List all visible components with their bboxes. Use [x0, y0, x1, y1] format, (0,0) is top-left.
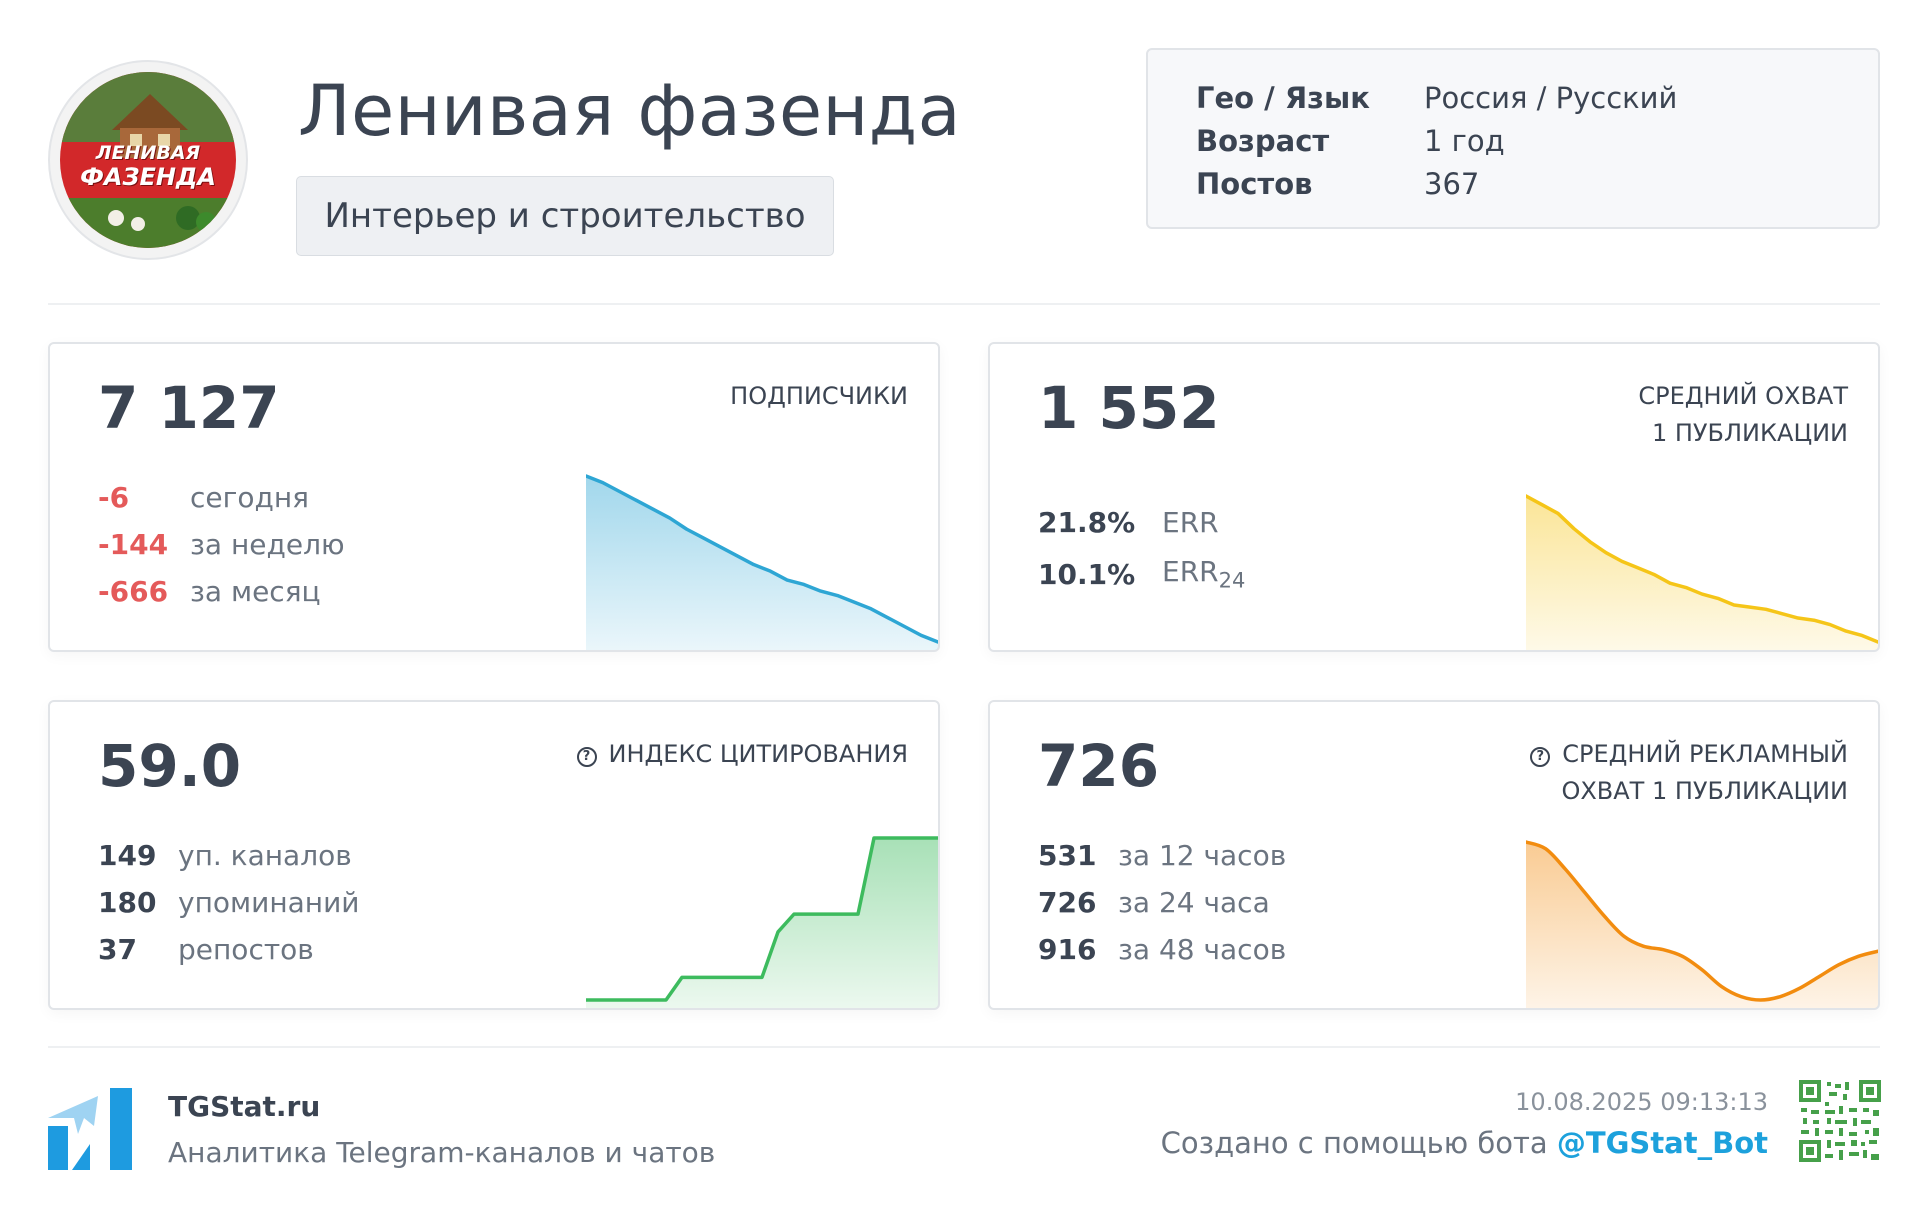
avatar-text-line1: ЛЕНИВАЯ	[95, 142, 201, 164]
help-icon[interactable]: ?	[576, 747, 597, 767]
citation-stat-label: уп. каналов	[178, 839, 352, 872]
ad-reach-stat-label: за 24 часа	[1118, 886, 1270, 919]
err24-value: 10.1%	[1038, 557, 1136, 591]
info-key: Возраст	[1196, 123, 1330, 158]
help-icon[interactable]: ?	[1530, 747, 1551, 767]
channel-title: Ленивая фазенда	[298, 70, 962, 152]
err24-label-text: ERR	[1162, 555, 1219, 589]
citation-row: 180 упоминаний	[98, 879, 360, 926]
citation-label-text: ИНДЕКС ЦИТИРОВАНИЯ	[608, 740, 908, 768]
brand-name[interactable]: TGStat.ru	[168, 1090, 321, 1123]
report-timestamp: 10.08.2025 09:13:13	[1515, 1088, 1768, 1116]
citation-row: 37 репостов	[98, 926, 360, 973]
ad-reach-stat-value: 726	[1038, 886, 1097, 919]
citation-stat-label: репостов	[178, 933, 314, 966]
info-key: Гео / Язык	[1196, 80, 1370, 115]
subscribers-chart	[586, 474, 938, 650]
reach-label-line1: СРЕДНИЙ ОХВАТ	[1638, 382, 1848, 410]
channel-info-box: Гео / Язык Россия / Русский Возраст 1 го…	[1146, 48, 1880, 229]
err24-label: ERR24	[1162, 555, 1245, 593]
info-row-posts: Постов 367	[1196, 162, 1878, 205]
reach-label: СРЕДНИЙ ОХВАТ 1 ПУБЛИКАЦИИ	[1638, 378, 1848, 452]
citation-stat-value: 37	[98, 933, 137, 966]
reach-card[interactable]: 1 552 СРЕДНИЙ ОХВАТ 1 ПУБЛИКАЦИИ 21.8% E…	[988, 342, 1880, 652]
ad-reach-stat-label: за 12 часов	[1118, 839, 1287, 872]
reach-label-line2: 1 ПУБЛИКАЦИИ	[1651, 419, 1848, 447]
change-period: за неделю	[190, 528, 345, 561]
ad-reach-stat-label: за 48 часов	[1118, 933, 1287, 966]
ad-reach-chart	[1526, 840, 1878, 1008]
ad-reach-label-line2: ОХВАТ 1 ПУБЛИКАЦИИ	[1561, 777, 1848, 805]
change-period: сегодня	[190, 481, 309, 514]
chart-area	[586, 476, 938, 650]
ad-reach-row: 916 за 48 часов	[1038, 926, 1286, 973]
footer-divider	[48, 1046, 1880, 1048]
chart-line	[1526, 840, 1878, 1002]
channel-avatar: ЛЕНИВАЯ ФАЗЕНДА	[48, 60, 248, 260]
tgstat-logo-icon[interactable]	[48, 1088, 132, 1170]
subscribers-changes: -6 сегодня -144 за неделю -666 за месяц	[98, 474, 345, 615]
change-period: за месяц	[190, 575, 321, 608]
reach-count: 1 552	[1038, 374, 1220, 442]
citation-stat-value: 149	[98, 839, 157, 872]
subscribers-card[interactable]: 7 127 ПОДПИСЧИКИ -6 сегодня -144 за неде…	[48, 342, 940, 652]
bot-link[interactable]: @TGStat_Bot	[1556, 1126, 1768, 1160]
change-value: -6	[98, 481, 130, 514]
err-label: ERR	[1162, 505, 1219, 539]
info-key: Постов	[1196, 166, 1313, 201]
citation-card[interactable]: 59.0 ? ИНДЕКС ЦИТИРОВАНИЯ 149 уп. каналов…	[48, 700, 940, 1010]
ad-reach-card[interactable]: 726 ? СРЕДНИЙ РЕКЛАМНЫЙ ОХВАТ 1 ПУБЛИКАЦИ…	[988, 700, 1880, 1010]
chart-area	[1526, 496, 1878, 650]
chart-line	[586, 474, 938, 644]
category-badge[interactable]: Интерьер и строительство	[296, 176, 834, 256]
ad-reach-stat-value: 916	[1038, 933, 1097, 966]
ad-reach-row: 726 за 24 часа	[1038, 879, 1286, 926]
err-value: 21.8%	[1038, 505, 1136, 539]
change-value: -144	[98, 528, 169, 561]
citation-chart	[586, 836, 938, 1008]
citation-index: 59.0	[98, 732, 242, 800]
info-value: Россия / Русский	[1424, 80, 1678, 115]
citation-stats: 149 уп. каналов 180 упоминаний 37 репост…	[98, 832, 360, 973]
subscribers-count: 7 127	[98, 374, 280, 442]
avatar-text-line2: ФАЗЕНДА	[80, 163, 216, 191]
info-value: 1 год	[1424, 123, 1505, 158]
brand-tagline: Аналитика Telegram-каналов и чатов	[168, 1136, 716, 1169]
ad-reach-count: 726	[1038, 732, 1160, 800]
err-row: 21.8% ERR	[1038, 496, 1245, 548]
avatar-illustration	[60, 72, 236, 248]
info-row-geo: Гео / Язык Россия / Русский	[1196, 76, 1878, 119]
ad-reach-label: ? СРЕДНИЙ РЕКЛАМНЫЙ ОХВАТ 1 ПУБЛИКАЦИИ	[1530, 736, 1848, 810]
ad-reach-label-text1: СРЕДНИЙ РЕКЛАМНЫЙ	[1562, 740, 1848, 768]
ad-reach-label-line1: ? СРЕДНИЙ РЕКЛАМНЫЙ	[1530, 736, 1848, 773]
created-by: Создано с помощью бота @TGStat_Bot	[1161, 1126, 1768, 1160]
chart-area	[586, 838, 938, 1008]
created-prefix: Создано с помощью бота	[1160, 1126, 1557, 1160]
citation-stat-label: упоминаний	[178, 886, 360, 919]
citation-stat-value: 180	[98, 886, 157, 919]
change-row: -144 за неделю	[98, 521, 345, 568]
chart-line	[1526, 494, 1878, 644]
change-value: -666	[98, 575, 169, 608]
change-row: -6 сегодня	[98, 474, 345, 521]
info-row-age: Возраст 1 год	[1196, 119, 1878, 162]
subscribers-label: ПОДПИСЧИКИ	[730, 382, 908, 410]
citation-label: ? ИНДЕКС ЦИТИРОВАНИЯ	[576, 736, 908, 773]
avatar-logo-text: ЛЕНИВАЯ ФАЗЕНДА	[60, 142, 236, 191]
ad-reach-stats: 531 за 12 часов 726 за 24 часа 916 за 48…	[1038, 832, 1286, 973]
change-row: -666 за месяц	[98, 568, 345, 615]
info-value: 367	[1424, 166, 1480, 201]
reach-err: 21.8% ERR 10.1% ERR24	[1038, 496, 1245, 600]
ad-reach-row: 531 за 12 часов	[1038, 832, 1286, 879]
avatar-image: ЛЕНИВАЯ ФАЗЕНДА	[60, 72, 236, 248]
err24-subscript: 24	[1218, 568, 1246, 593]
reach-chart	[1526, 494, 1878, 650]
chart-area	[1526, 842, 1878, 1008]
citation-row: 149 уп. каналов	[98, 832, 360, 879]
qr-code-icon[interactable]	[1799, 1080, 1881, 1162]
ad-reach-stat-value: 531	[1038, 839, 1097, 872]
chart-line	[586, 836, 938, 1002]
header-divider	[48, 303, 1880, 305]
err24-row: 10.1% ERR24	[1038, 548, 1245, 600]
